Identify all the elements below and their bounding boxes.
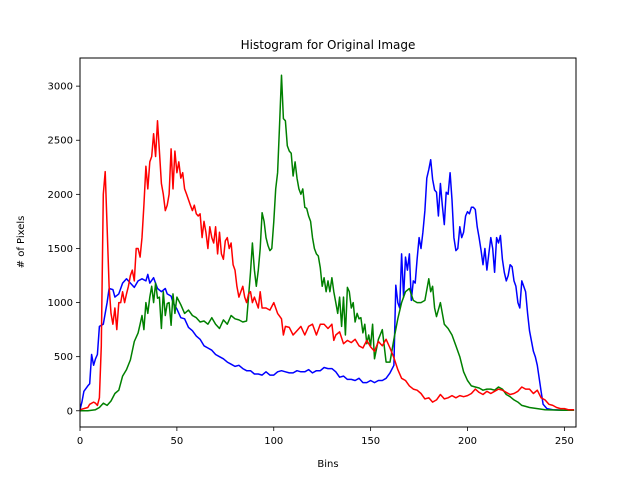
x-tick-label: 250 — [555, 436, 574, 447]
y-tick-label: 0 — [67, 406, 73, 417]
x-tick-label: 50 — [171, 436, 184, 447]
x-tick-label: 100 — [264, 436, 283, 447]
x-axis-ticks: 0 50 100 150 200 250 — [77, 427, 574, 447]
y-tick-label: 2500 — [48, 136, 73, 147]
y-tick-label: 2000 — [48, 190, 73, 201]
x-tick-label: 200 — [458, 436, 477, 447]
chart-title: Histogram for Original Image — [241, 38, 416, 52]
series-line-1 — [80, 74, 575, 412]
series-line-0 — [79, 158, 575, 411]
series-line-2 — [79, 120, 575, 411]
x-tick-label: 0 — [77, 436, 83, 447]
x-tick-label: 150 — [361, 436, 380, 447]
plot-frame — [79, 57, 577, 428]
y-tick-label: 500 — [54, 352, 73, 363]
y-axis-ticks: 0 500 1000 1500 2000 2500 3000 — [48, 82, 80, 417]
y-axis-label: # of Pixels — [16, 216, 27, 269]
y-tick-label: 3000 — [48, 82, 73, 93]
x-axis-label: Bins — [317, 459, 338, 470]
y-tick-label: 1000 — [48, 298, 73, 309]
series-layer — [79, 74, 575, 412]
y-tick-label: 1500 — [48, 244, 73, 255]
